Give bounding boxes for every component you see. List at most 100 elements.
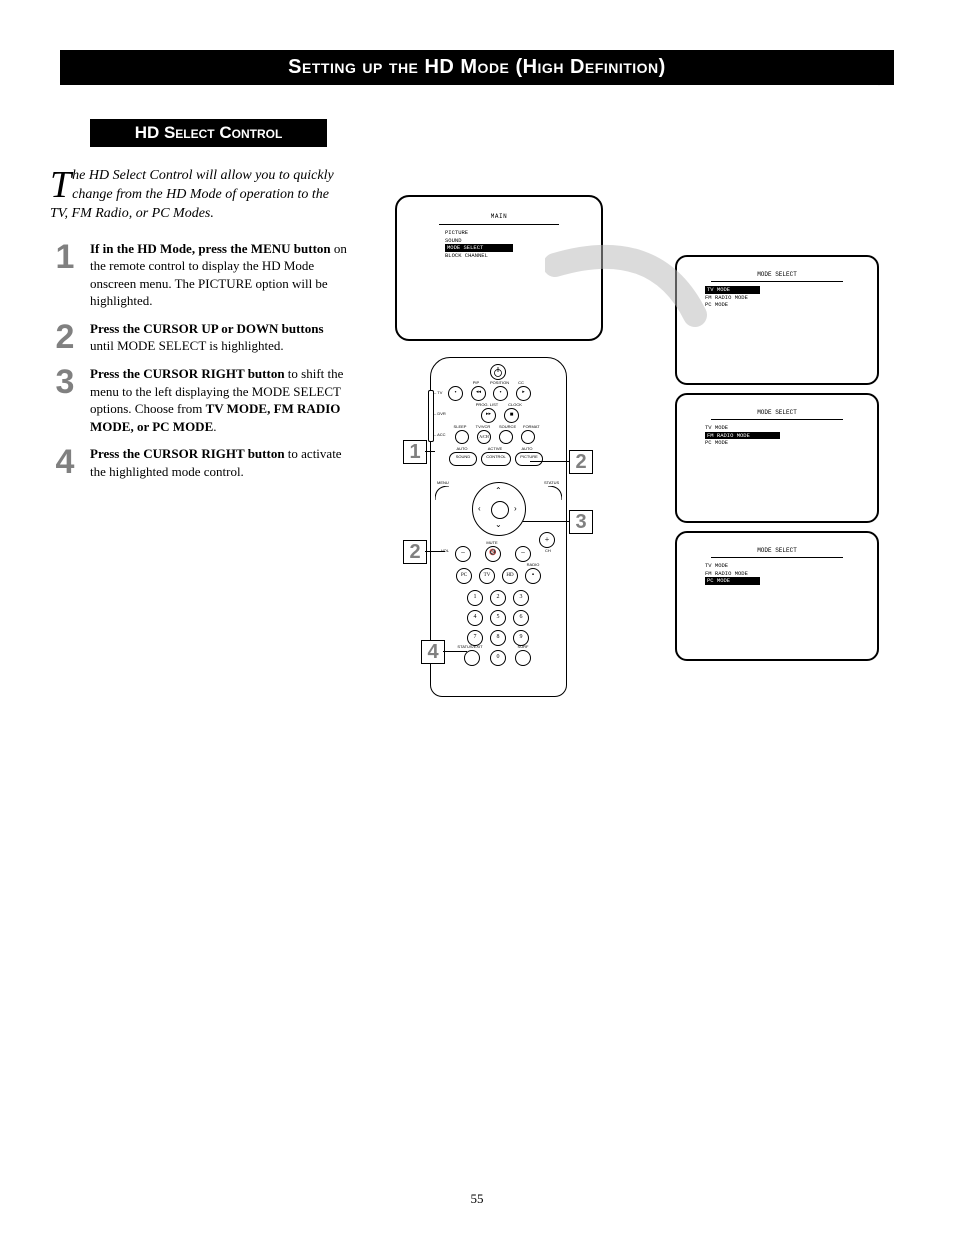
acc-side-label: – ACC xyxy=(434,432,446,437)
sleep-label: SLEEP xyxy=(453,424,467,429)
tv-side-label: – TV xyxy=(434,390,442,395)
menu-item: FM RADIO MODE xyxy=(705,294,857,302)
lead-line xyxy=(425,551,445,552)
menu-item: TV MODE xyxy=(705,562,857,570)
clock-label: CLOCK xyxy=(507,402,523,407)
mute-button: 🔇 xyxy=(485,546,501,562)
menu-item: FM RADIO MODE xyxy=(705,570,857,578)
step-number: 2 xyxy=(50,320,80,354)
step-2: 2 Press the CURSOR UP or DOWN buttons un… xyxy=(50,320,350,355)
num-4-button: 4 xyxy=(467,610,483,626)
cursor-left-icon: ‹ xyxy=(478,505,481,513)
sound-oval-button: SOUND xyxy=(449,452,477,466)
radio-label: RADIO xyxy=(526,562,540,567)
statusexit-label: STATUS/EXIT xyxy=(457,644,483,649)
num-1-button: 1 xyxy=(467,590,483,606)
num-2-button: 2 xyxy=(490,590,506,606)
control-oval-button: CONTROL xyxy=(481,452,511,466)
section-title-bar: HD Select Control xyxy=(90,119,327,147)
cursor-up-icon: ⌃ xyxy=(495,487,502,495)
menu-item: PC MODE xyxy=(705,439,857,447)
pc-mode-button: PC xyxy=(456,568,472,584)
cursor-down-icon: ⌄ xyxy=(495,521,502,529)
step-text: If in the HD Mode, press the MENU button… xyxy=(90,240,350,310)
menu-item-selected: FM RADIO MODE xyxy=(705,432,857,440)
picture-oval-button: PICTURE xyxy=(515,452,543,466)
left-column: The HD Select Control will allow you to … xyxy=(50,157,370,490)
callout-1: 1 xyxy=(403,440,427,464)
dropcap: T xyxy=(50,171,71,199)
statusexit-button xyxy=(464,650,480,666)
lead-line xyxy=(530,461,570,462)
num-5-button: 5 xyxy=(490,610,506,626)
mode-menu: TV MODE FM RADIO MODE PC MODE xyxy=(705,424,857,447)
lead-line xyxy=(425,451,435,452)
format-label: FORMAT xyxy=(523,424,539,429)
mode-menu: TV MODE FM RADIO MODE PC MODE xyxy=(705,286,857,309)
remote-btn: ◂◂ xyxy=(471,386,486,401)
remote-btn: • xyxy=(448,386,463,401)
mode-menu: TV MODE FM RADIO MODE PC MODE xyxy=(705,562,857,585)
menu-corner-icon xyxy=(435,486,449,500)
section-title: HD Select Control xyxy=(135,123,283,142)
auto-label: AUTO xyxy=(454,446,470,451)
cursor-right-icon: › xyxy=(514,505,517,513)
radio-mode-button: ▪ xyxy=(525,568,541,584)
page-title: Setting up the HD Mode (High Definition) xyxy=(288,56,666,78)
ch-minus-button: − xyxy=(515,546,531,562)
callout-2-top: 2 xyxy=(569,450,593,474)
side-switch xyxy=(428,390,434,442)
menu-item: PC MODE xyxy=(705,301,857,309)
page-title-bar: Setting up the HD Mode (High Definition) xyxy=(60,50,894,85)
callout-3: 3 xyxy=(569,510,593,534)
step-4: 4 Press the CURSOR RIGHT button to activ… xyxy=(50,445,350,480)
status-label: STATUS xyxy=(544,480,559,485)
mute-label: MUTE xyxy=(485,540,499,545)
mode-title: MODE SELECT xyxy=(697,547,857,554)
remote-btn xyxy=(499,430,513,444)
connector-arrow-icon xyxy=(545,225,725,425)
tv-mode-button: TV xyxy=(479,568,495,584)
step-number: 4 xyxy=(50,445,80,479)
menu-item-selected: TV MODE xyxy=(705,286,857,294)
position-label: POSITION xyxy=(490,380,508,385)
step-text: Press the CURSOR RIGHT button to shift t… xyxy=(90,365,350,435)
page-number: 55 xyxy=(0,1191,954,1207)
tv-main-title: MAIN xyxy=(419,213,579,220)
proglist-label: PROG. LIST xyxy=(475,402,499,407)
power-button-icon xyxy=(490,364,506,380)
remote-btn xyxy=(521,430,535,444)
lead-line xyxy=(523,521,569,522)
remote-btn: A/CH xyxy=(477,430,491,444)
page: Setting up the HD Mode (High Definition)… xyxy=(0,0,954,1235)
ch-label: CH xyxy=(545,548,551,553)
remote-btn xyxy=(455,430,469,444)
menu-item-selected: PC MODE xyxy=(705,577,857,585)
menu-item: TV MODE xyxy=(705,424,857,432)
diagram-area: MAIN PICTURE SOUND MODE SELECT BLOCK CHA… xyxy=(395,195,885,720)
surf-label: SURF xyxy=(516,644,530,649)
vol-minus-button: − xyxy=(455,546,471,562)
dvr-side-label: – DVR xyxy=(434,411,446,416)
intro-paragraph: The HD Select Control will allow you to … xyxy=(50,167,350,224)
hd-mode-button: HD xyxy=(502,568,518,584)
source-label: SOURCE xyxy=(499,424,515,429)
cursor-dpad: ⌃ ⌄ ‹ › xyxy=(472,482,526,536)
step-number: 1 xyxy=(50,240,80,274)
mode-screen-3: MODE SELECT TV MODE FM RADIO MODE PC MOD… xyxy=(675,531,879,661)
num-0-button: 0 xyxy=(490,650,506,666)
tvvcr-label: TV/VCR xyxy=(475,424,491,429)
remote-btn: ▸ xyxy=(516,386,531,401)
num-3-button: 3 xyxy=(513,590,529,606)
remote-btn: ▸▸ xyxy=(481,408,496,423)
step-text: Press the CURSOR UP or DOWN buttons unti… xyxy=(90,320,350,355)
num-8-button: 8 xyxy=(490,630,506,646)
step-text: Press the CURSOR RIGHT button to activat… xyxy=(90,445,350,480)
step-1: 1 If in the HD Mode, press the MENU butt… xyxy=(50,240,350,310)
pip-label: PIP xyxy=(469,380,483,385)
vol-plus-button: + xyxy=(539,532,555,548)
callout-4: 4 xyxy=(421,640,445,664)
diamond-logo-icon xyxy=(864,58,894,86)
surf-button xyxy=(515,650,531,666)
step-number: 3 xyxy=(50,365,80,399)
